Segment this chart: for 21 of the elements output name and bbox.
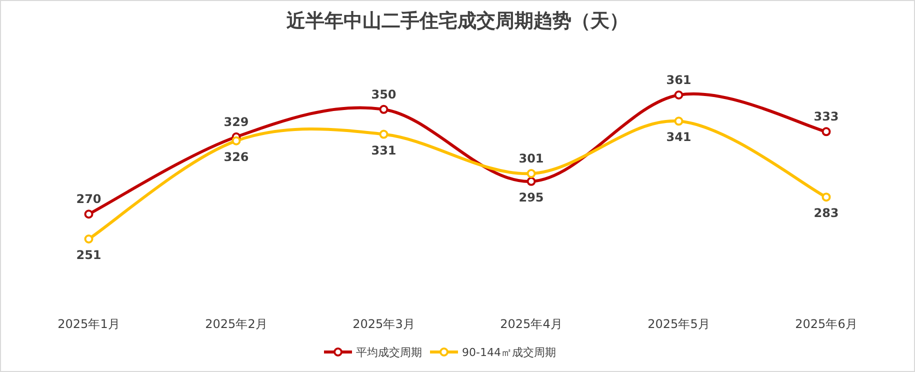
data-label: 350 — [371, 87, 396, 102]
x-tick-label: 2025年6月 — [795, 317, 858, 331]
x-tick-label: 2025年1月 — [58, 317, 120, 331]
data-label: 361 — [666, 73, 692, 87]
legend-label: 平均成交周期 — [356, 346, 422, 359]
data-label: 283 — [814, 206, 839, 220]
data-label: 341 — [666, 130, 692, 144]
data-label: 251 — [76, 248, 102, 262]
data-label: 329 — [224, 114, 249, 129]
x-tick-label: 2025年2月 — [205, 317, 268, 331]
chart-title: 近半年中山二手住宅成交周期趋势（天） — [286, 10, 628, 32]
x-tick-label: 2025年5月 — [648, 317, 710, 331]
x-tick-label: 2025年3月 — [352, 317, 415, 331]
legend-label: 90-144㎡成交周期 — [462, 346, 556, 359]
data-label: 326 — [224, 150, 249, 164]
data-label: 270 — [76, 192, 102, 206]
data-label: 301 — [518, 152, 544, 166]
x-tick-label: 2025年4月 — [500, 317, 562, 331]
data-label: 333 — [814, 110, 839, 124]
data-label: 331 — [371, 143, 396, 158]
data-label: 295 — [518, 190, 544, 204]
